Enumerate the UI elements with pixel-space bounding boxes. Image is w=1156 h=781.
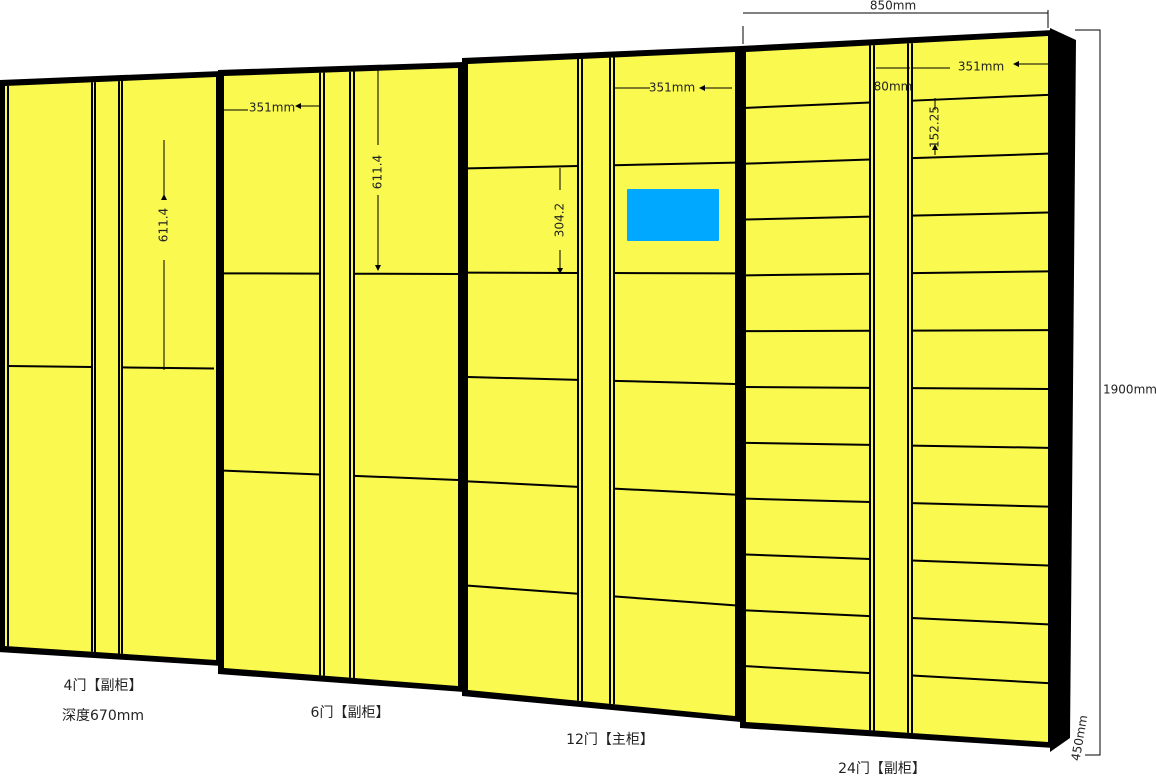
door-line: [223, 469, 321, 476]
door-line: [745, 386, 871, 389]
cabinet-label: 6门【副柜】: [311, 705, 390, 721]
door-line: [745, 101, 871, 109]
cabinet-face: [468, 52, 735, 716]
dim: 611.4: [157, 208, 171, 242]
dim: 351mm: [249, 101, 295, 115]
door-line: [911, 211, 1049, 217]
cabinets: [0, 30, 1054, 748]
height-dim: 1900mm: [1103, 383, 1156, 397]
door-line: [745, 441, 871, 446]
door-line: [911, 152, 1049, 160]
door-line: [467, 164, 579, 170]
door-line: [353, 474, 459, 481]
door-line: [745, 497, 871, 503]
depth-note: 深度670mm: [62, 708, 144, 724]
door-line: [745, 609, 871, 618]
door-line: [467, 480, 579, 488]
door-line: [613, 487, 736, 496]
door-line: [911, 502, 1049, 508]
door-line: [745, 665, 871, 675]
door-line: [121, 366, 215, 370]
width-dim: 850mm: [870, 0, 916, 13]
door-line: [613, 379, 736, 385]
door-line: [911, 270, 1049, 275]
cabinet-label: 24门【副柜】: [838, 761, 926, 777]
door-line: [7, 365, 93, 369]
dim: 80mm: [874, 80, 913, 94]
dim: 351mm: [958, 60, 1004, 74]
cabinet-face: [5, 77, 216, 660]
cabinet-label: 12门【主柜】: [566, 732, 654, 748]
door-line: [911, 617, 1049, 626]
dim: 351mm: [649, 81, 695, 95]
door-line: [745, 553, 871, 561]
door-line: [911, 559, 1049, 567]
door-line: [613, 161, 736, 167]
screen: [627, 189, 719, 241]
door-line: [467, 584, 579, 595]
dim: 611.4: [371, 155, 385, 189]
dim: 152.25: [928, 106, 942, 148]
door-line: [911, 444, 1049, 449]
door-line: [911, 674, 1049, 685]
door-line: [745, 158, 871, 165]
door-line: [745, 215, 871, 221]
door-line: [467, 376, 579, 381]
dimension-lines: [164, 10, 1101, 756]
cabinet-face: [224, 68, 458, 686]
door-line: [613, 595, 736, 607]
cabinet-face: [746, 36, 1048, 742]
door-line: [745, 272, 871, 277]
door-line: [911, 387, 1049, 390]
dim: 304.2: [553, 203, 567, 237]
cabinet-label: 4门【副柜】: [64, 678, 143, 694]
side-depth: [1050, 28, 1076, 752]
